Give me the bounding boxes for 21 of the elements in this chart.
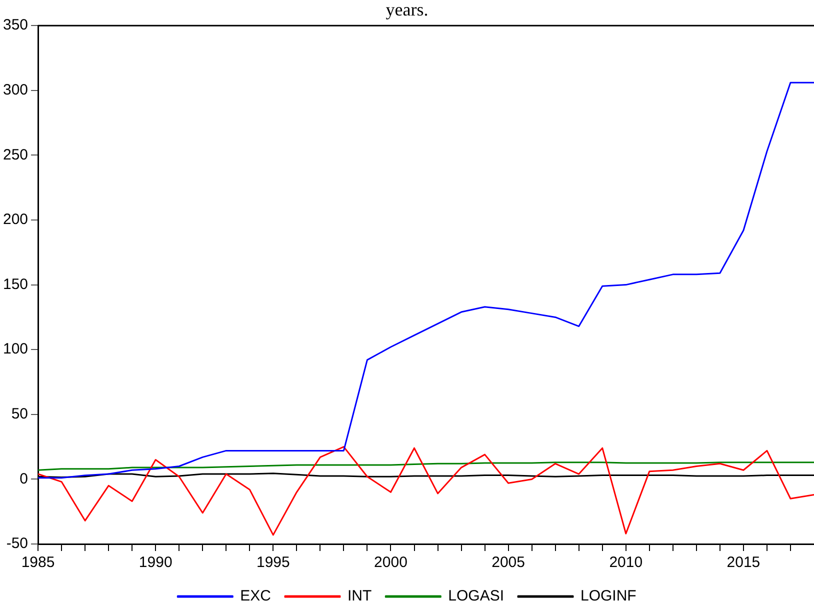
y-tick-label: 300 (2, 82, 28, 99)
legend-label: LOGINF (580, 588, 636, 605)
chart-title: years. (386, 0, 428, 20)
x-tick-label: 2015 (726, 554, 760, 572)
y-tick-label: -50 (6, 535, 28, 552)
x-tick-label: 2000 (374, 554, 408, 572)
y-tick-label: 50 (11, 406, 28, 423)
y-tick-label: 100 (2, 340, 28, 358)
legend-label: INT (347, 588, 372, 605)
legend-label: EXC (240, 588, 272, 605)
x-tick-label: 1990 (138, 554, 172, 572)
y-tick-label: 250 (2, 146, 28, 164)
y-tick-label: 350 (2, 16, 28, 34)
y-tick-label: 150 (2, 276, 28, 293)
legend-label: LOGASI (448, 588, 504, 605)
x-tick-label: 2010 (609, 554, 643, 572)
x-tick-label: 1985 (21, 554, 55, 572)
x-tick-label: 2005 (492, 554, 525, 572)
x-tick-label: 1995 (256, 554, 290, 572)
y-tick-label: 0 (20, 470, 28, 488)
y-tick-label: 200 (2, 211, 28, 228)
